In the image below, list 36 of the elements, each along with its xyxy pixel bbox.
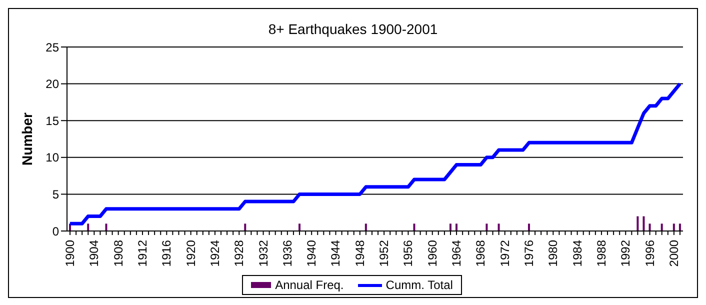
x-tick-label: 1976 — [522, 240, 536, 267]
y-tick-label: 25 — [46, 40, 60, 54]
legend-label: Annual Freq. — [274, 278, 344, 292]
x-tick-label: 1924 — [208, 240, 222, 267]
x-tick-label: 1984 — [570, 240, 584, 267]
x-tick-label: 1936 — [280, 240, 294, 267]
x-tick-label: 1932 — [256, 240, 270, 267]
x-tick-label: 1996 — [642, 240, 657, 267]
x-tick-label: 1928 — [232, 240, 246, 267]
x-tick-label: 1944 — [328, 240, 343, 267]
x-tick-label: 1964 — [450, 240, 464, 267]
x-tick-label: 1916 — [160, 240, 174, 267]
x-tick-label: 1908 — [111, 240, 126, 267]
legend-label: Cumm. Total — [384, 278, 453, 292]
y-tick-label: 0 — [52, 224, 60, 238]
x-tick-label: 1900 — [63, 240, 78, 267]
x-tick-label: 1972 — [498, 240, 512, 267]
chart-title: 8+ Earthquakes 1900-2001 — [267, 21, 439, 39]
y-tick-label: 10 — [46, 150, 60, 165]
y-tick-label: 20 — [46, 77, 60, 92]
x-tick-label: 1952 — [377, 240, 392, 267]
x-tick-label: 1948 — [352, 240, 367, 267]
x-tick-label: 1992 — [618, 240, 633, 267]
x-tick-label: 2000 — [666, 240, 681, 267]
x-tick-label: 1920 — [184, 240, 198, 267]
x-tick-label: 1912 — [135, 240, 150, 267]
x-tick-label: 1960 — [425, 240, 440, 267]
x-tick-label: 1956 — [401, 240, 416, 267]
y-tick-label: 5 — [52, 187, 60, 202]
x-tick-label: 1980 — [546, 240, 560, 267]
x-tick-label: 1988 — [594, 240, 608, 267]
x-tick-label: 1968 — [474, 240, 488, 267]
x-tick-label: 1940 — [304, 240, 319, 267]
x-tick-label: 1904 — [87, 240, 102, 267]
y-tick-label: 15 — [46, 114, 60, 128]
y-axis-title: Number — [18, 112, 35, 166]
